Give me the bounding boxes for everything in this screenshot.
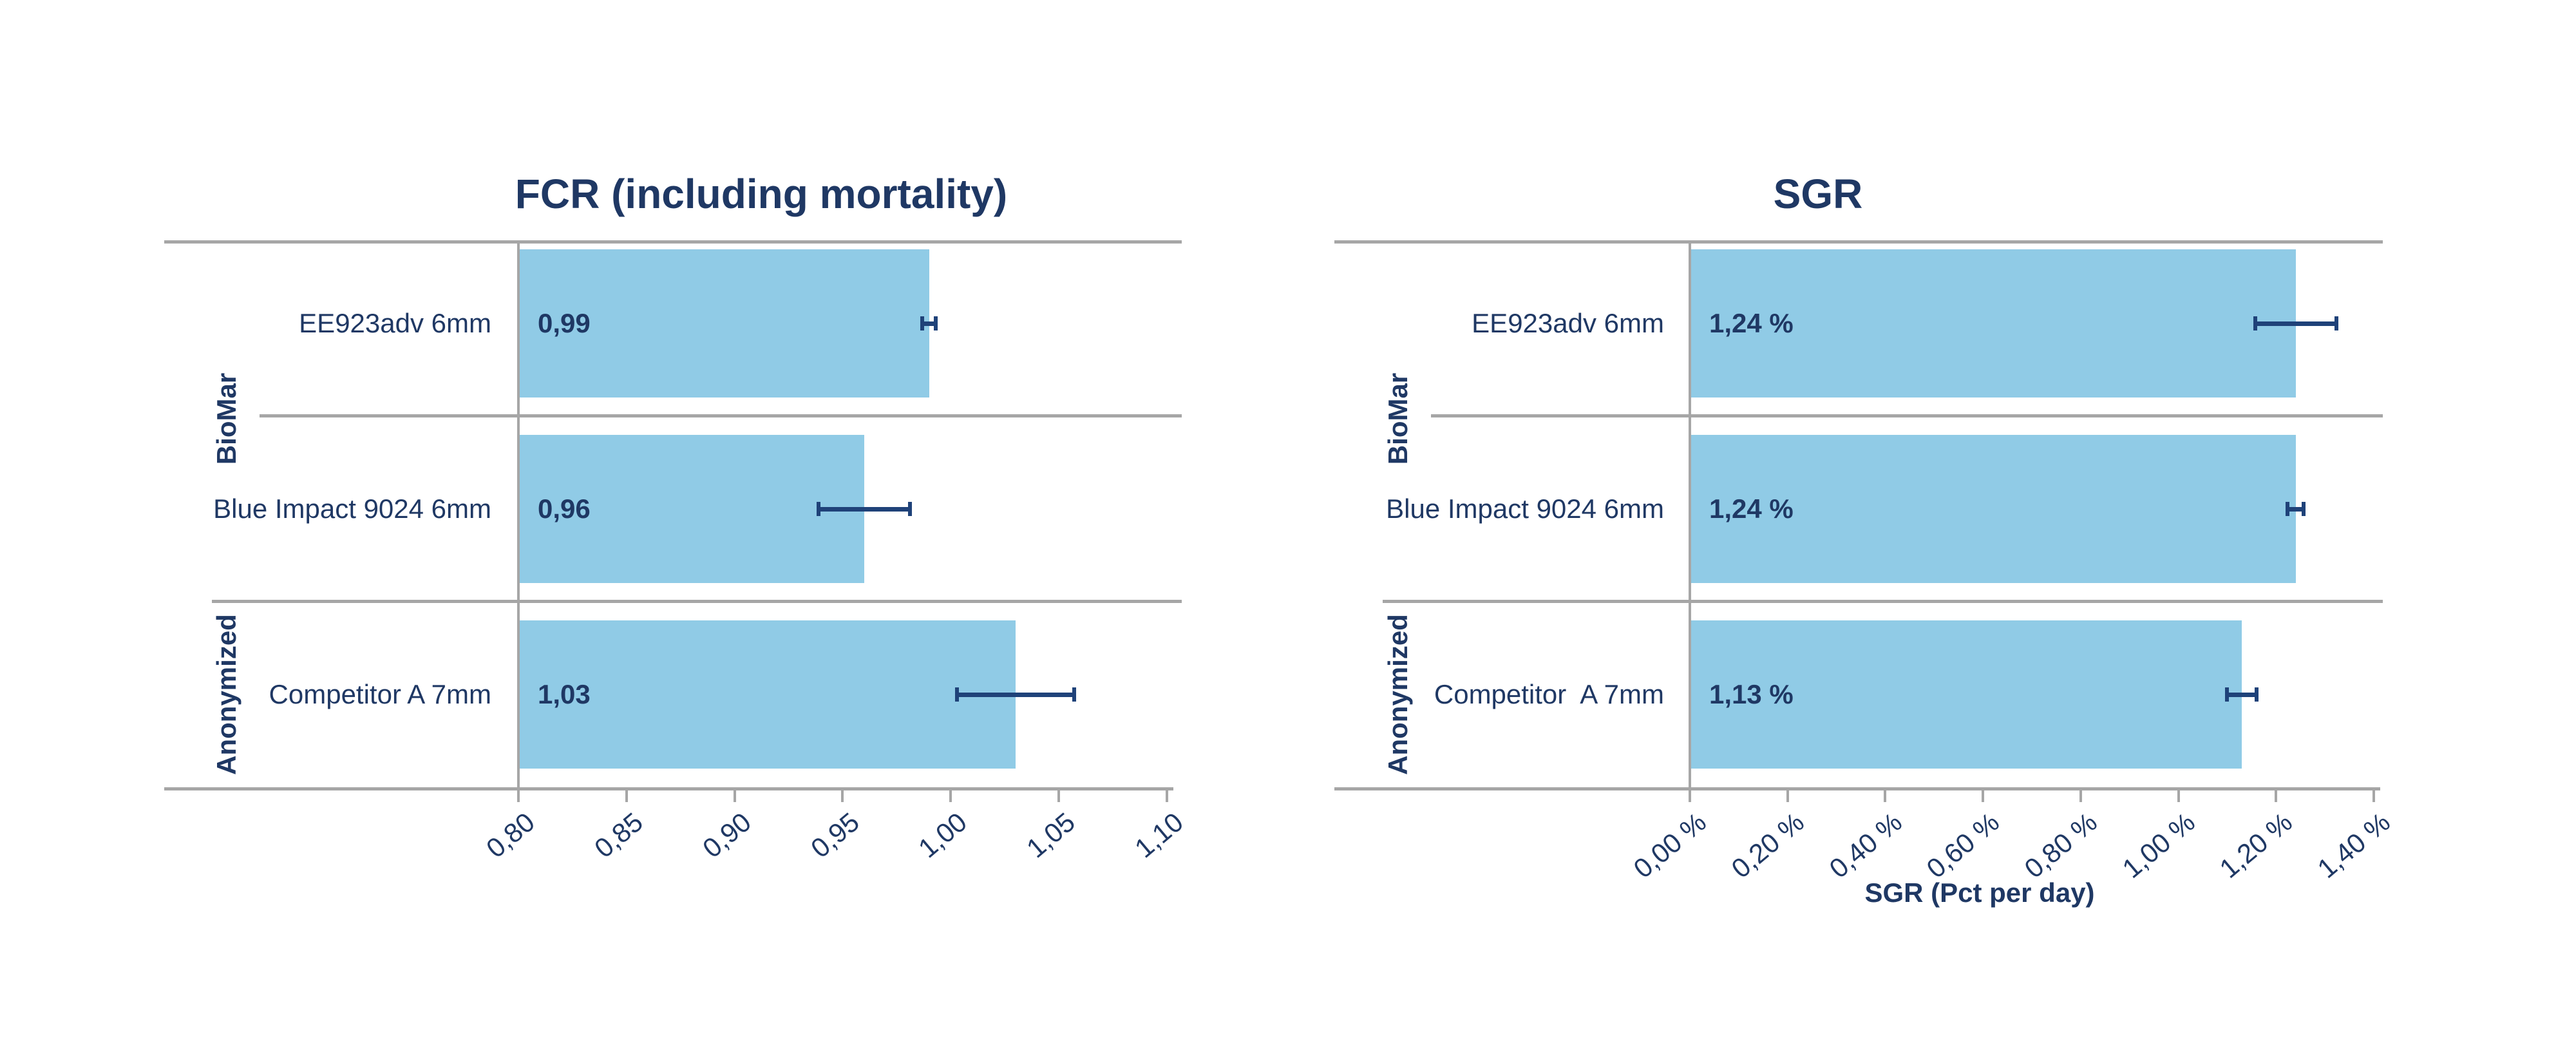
x-axis-tick — [733, 790, 736, 802]
error-bar-cap-right — [2254, 687, 2259, 702]
error-bar-line — [2225, 693, 2259, 697]
error-bar-cap-left — [954, 687, 959, 702]
error-bar-cap-left — [2253, 316, 2257, 330]
error-bar-cap-right — [2301, 502, 2306, 516]
x-axis-tick — [1786, 790, 1789, 802]
bar-value-label: 1,24 % — [1709, 308, 1794, 338]
bar-value-label: 0,96 — [538, 493, 591, 524]
x-tick-label-text: 1,05 — [1021, 807, 1081, 864]
bar — [520, 249, 929, 397]
bar — [1691, 435, 2296, 583]
group-label-biomar: BioMar — [211, 372, 242, 465]
x-axis-tick — [841, 790, 844, 802]
row-separator-line — [1431, 414, 2383, 417]
x-axis-line — [164, 787, 1173, 790]
error-bar-cap-left — [2286, 502, 2290, 516]
x-tick-label-text: 0,20 % — [1725, 807, 1810, 885]
error-bar-line — [2286, 507, 2306, 512]
x-axis-tick — [1057, 790, 1060, 802]
error-bar-cap-right — [1072, 687, 1076, 702]
bar-value-label: 1,24 % — [1709, 493, 1794, 524]
category-label: EE923adv 6mm — [1472, 308, 1664, 338]
category-label: Blue Impact 9024 6mm — [1386, 493, 1664, 524]
row-separator-line — [260, 414, 1182, 417]
error-bar-cap-right — [934, 316, 938, 330]
x-axis-tick — [2079, 790, 2082, 802]
category-label: Competitor A 7mm — [269, 679, 491, 709]
error-bar — [817, 502, 912, 516]
error-bar — [2286, 502, 2306, 516]
error-bar-cap-right — [2334, 316, 2338, 330]
bar — [520, 620, 1016, 769]
x-axis-title: SGR (Pct per day) — [1864, 877, 2095, 908]
x-axis-tick — [625, 790, 628, 802]
x-axis-tick — [1884, 790, 1887, 802]
error-bar-line — [920, 321, 938, 326]
x-tick-label-text: 1,00 — [913, 807, 973, 864]
error-bar-cap-left — [920, 316, 925, 330]
error-bar-cap-left — [2225, 687, 2230, 702]
chart-title-sgr: SGR — [1773, 171, 1863, 217]
error-bar-line — [817, 507, 912, 512]
x-axis-tick — [1982, 790, 1985, 802]
error-bar-line — [2253, 321, 2338, 326]
error-bar — [920, 316, 938, 330]
x-axis-line — [1334, 787, 2380, 790]
x-axis-tick — [2372, 790, 2375, 802]
category-label: EE923adv 6mm — [299, 308, 491, 338]
x-tick-label-text: 0,80 — [480, 807, 541, 864]
bar — [520, 435, 864, 583]
error-bar — [954, 687, 1076, 702]
row-separator-line — [212, 600, 1182, 603]
x-axis-tick — [1689, 790, 1691, 802]
x-tick-label-text: 0,95 — [804, 807, 865, 864]
error-bar — [2253, 316, 2338, 330]
x-tick-label-text: 1,20 % — [2214, 807, 2298, 885]
x-tick-label-text: 1,10 — [1129, 807, 1189, 864]
x-axis-tick — [2177, 790, 2180, 802]
bar-value-label: 0,99 — [538, 308, 591, 338]
bar — [1691, 249, 2296, 397]
x-tick-label-text: 0,60 % — [1920, 807, 2005, 885]
x-tick-label-text: 1,40 % — [2311, 807, 2396, 885]
error-bar-line — [954, 693, 1076, 697]
plot-frame-top-line — [164, 240, 1182, 244]
error-bar-cap-right — [907, 502, 912, 516]
group-label-biomar: BioMar — [1383, 372, 1413, 465]
category-label: Blue Impact 9024 6mm — [213, 493, 491, 524]
error-bar — [2225, 687, 2259, 702]
x-axis-tick — [2275, 790, 2278, 802]
row-separator-line — [1383, 600, 2383, 603]
category-label: Competitor A 7mm — [1434, 679, 1664, 709]
bar-value-label: 1,03 — [538, 679, 591, 709]
x-tick-label-text: 0,80 % — [2018, 807, 2103, 885]
x-tick-label-text: 1,00 % — [2116, 807, 2201, 885]
x-axis-tick — [1165, 790, 1168, 802]
bar-value-label: 1,13 % — [1709, 679, 1794, 709]
bar — [1691, 620, 2242, 769]
error-bar-cap-left — [817, 502, 821, 516]
value-axis-line — [517, 244, 520, 790]
x-axis-tick — [517, 790, 520, 802]
x-tick-label-text: 0,85 — [589, 807, 649, 864]
chart-title-fcr: FCR (including mortality) — [515, 171, 1008, 217]
x-tick-label-text: 0,90 — [696, 807, 757, 864]
plot-frame-top-line — [1334, 240, 2383, 244]
x-tick-label-text: 0,00 % — [1627, 807, 1712, 885]
x-axis-tick — [949, 790, 952, 802]
value-axis-line — [1689, 244, 1691, 790]
x-tick-label-text: 0,40 % — [1823, 807, 1908, 885]
